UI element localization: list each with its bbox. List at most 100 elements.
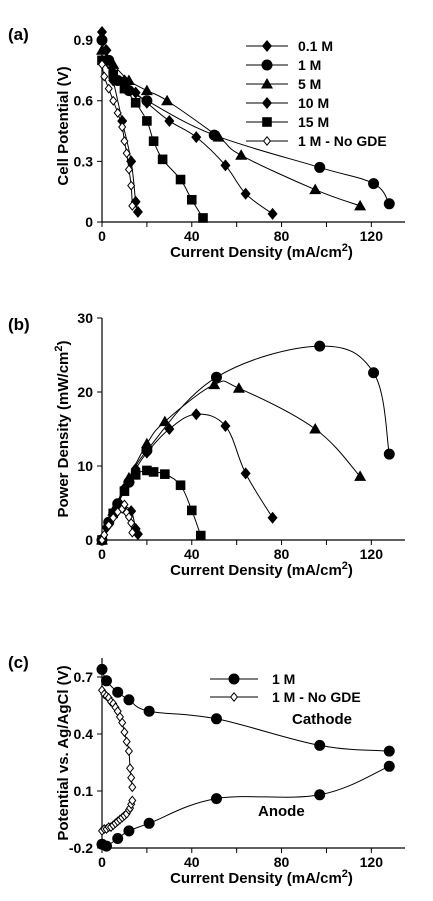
data-point <box>314 739 326 751</box>
data-point <box>208 378 221 390</box>
legend-marker <box>262 136 272 146</box>
data-point <box>130 97 141 108</box>
series-1-m <box>96 663 395 757</box>
data-point <box>141 446 152 459</box>
data-point <box>314 789 326 801</box>
data-point <box>368 367 380 379</box>
data-point <box>240 187 251 200</box>
data-point <box>164 114 175 127</box>
data-point <box>143 817 155 829</box>
y-tick-label: 0.9 <box>74 32 94 48</box>
legend-entry: 15 M <box>298 114 329 130</box>
data-point <box>128 527 137 538</box>
data-point <box>142 465 152 476</box>
y-tick-label: 0.4 <box>74 726 94 742</box>
data-point <box>127 772 136 783</box>
legend-entry: 0.1 M <box>298 38 333 54</box>
data-point <box>123 694 135 706</box>
legend-marker <box>262 117 272 127</box>
y-tick-label: 0.6 <box>74 93 94 109</box>
data-point <box>100 675 112 687</box>
data-point <box>124 164 133 175</box>
data-point <box>140 437 153 449</box>
x-tick-label: 0 <box>98 228 106 244</box>
data-point <box>118 122 127 133</box>
y-tick-label: -0.2 <box>69 840 93 856</box>
data-point <box>220 420 231 433</box>
data-point <box>140 84 153 96</box>
x-tick-label: 40 <box>184 228 200 244</box>
legend-marker <box>229 692 239 702</box>
y-axis-title: Potential vs. Ag/AgCl (V) <box>55 665 72 840</box>
data-point <box>104 83 113 94</box>
legend-marker <box>261 78 273 89</box>
data-point <box>186 505 197 516</box>
data-point <box>118 717 127 728</box>
data-point <box>314 161 326 173</box>
data-point <box>195 530 206 541</box>
data-point <box>314 340 326 352</box>
data-point <box>267 511 278 524</box>
chart-panel-1: (a) 0 40 80 120 0 0.3 0.6 0.9 Current Density (mA… <box>8 25 405 261</box>
series-5-m <box>96 378 367 545</box>
data-point <box>161 94 174 106</box>
panel-label: (a) <box>8 25 29 44</box>
data-point <box>160 469 170 479</box>
data-point <box>112 686 124 698</box>
data-point <box>210 713 222 725</box>
data-point <box>122 736 131 747</box>
series-15-m <box>97 55 208 223</box>
data-point <box>100 71 109 82</box>
data-point <box>354 470 367 481</box>
series-line <box>101 380 361 541</box>
series-10-m <box>97 408 278 546</box>
x-tick-label: 80 <box>274 228 290 244</box>
data-point <box>232 382 245 393</box>
legend-entry: 1 M <box>272 671 295 687</box>
series-1-m <box>96 34 395 210</box>
series-1-m-no-gde <box>97 685 137 793</box>
x-tick-label: 120 <box>360 546 384 562</box>
annotation-anode: Anode <box>258 803 305 820</box>
data-point <box>132 205 143 218</box>
data-point <box>143 705 155 717</box>
data-point <box>120 136 129 147</box>
data-point <box>108 69 119 80</box>
series-10-m <box>97 54 278 220</box>
data-point <box>220 159 231 172</box>
x-tick-label: 80 <box>274 854 290 870</box>
data-point <box>175 480 186 491</box>
data-point <box>383 760 395 772</box>
legend: 0.1 M 1 M 5 M 10 M 15 M 1 M - No GDE <box>246 38 387 149</box>
data-point <box>100 840 112 852</box>
chart-panel-3: (c) 0 40 80 120 -0.2 0.1 0.4 0.7 Current Density … <box>8 653 405 887</box>
data-point <box>383 198 395 210</box>
data-point <box>210 371 222 383</box>
data-point <box>119 74 130 87</box>
data-point <box>107 58 120 69</box>
data-point <box>130 470 141 480</box>
data-point <box>158 415 171 427</box>
annotation-cathode: Cathode <box>292 711 352 728</box>
data-point <box>126 763 135 774</box>
legend-entry: 1 M <box>298 57 321 73</box>
data-point <box>120 499 129 510</box>
data-point <box>113 107 122 118</box>
data-point <box>148 136 159 146</box>
legend-marker <box>261 59 273 71</box>
data-point <box>198 213 208 223</box>
data-point <box>212 131 225 142</box>
legend-marker <box>262 40 272 52</box>
y-tick-label: 0 <box>85 532 93 548</box>
y-axis-title: Power Density (mW/cm2) <box>53 341 72 518</box>
data-point <box>96 34 108 46</box>
series-line <box>101 60 204 219</box>
data-point <box>164 423 175 435</box>
data-point <box>132 528 143 541</box>
y-tick-label: 0.1 <box>74 783 94 799</box>
data-point <box>104 520 113 531</box>
data-point <box>96 663 108 675</box>
data-point <box>383 448 395 460</box>
data-point <box>368 178 380 190</box>
x-tick-label: 120 <box>360 854 384 870</box>
